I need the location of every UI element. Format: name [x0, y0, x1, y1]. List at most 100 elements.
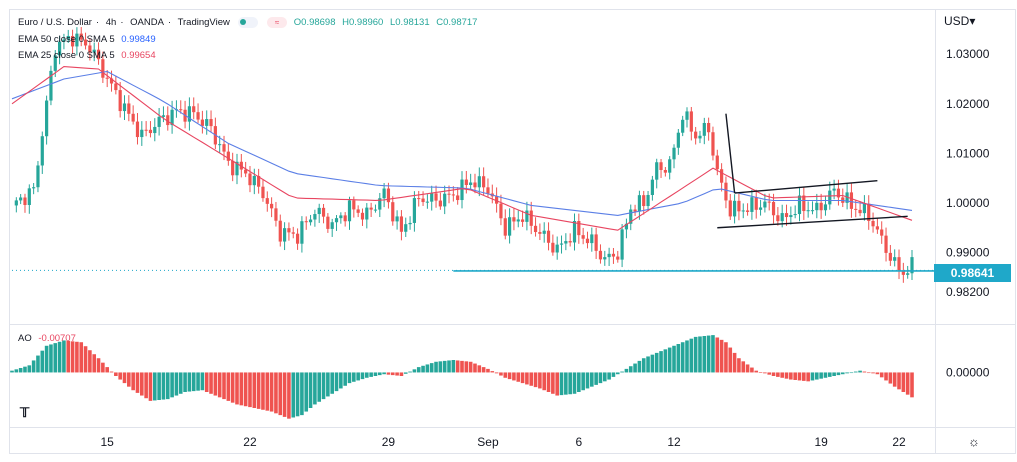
- ao-bar: [53, 343, 58, 373]
- ao-bar: [602, 372, 607, 382]
- compare-icon[interactable]: ≈: [267, 17, 288, 28]
- candle-body: [356, 209, 360, 213]
- candle-body: [806, 210, 810, 212]
- ao-tick-label: 0.00000: [946, 365, 990, 379]
- ao-bar: [252, 372, 257, 408]
- ao-bar: [213, 372, 218, 396]
- ao-bar: [884, 372, 888, 381]
- ao-bar: [529, 372, 534, 386]
- ema25-legend[interactable]: EMA 25 close 0 SMA 5 0.99654: [18, 50, 160, 61]
- ao-bar: [217, 372, 222, 398]
- ao-bar: [152, 372, 157, 401]
- candle-body: [36, 165, 40, 188]
- candle-body: [365, 207, 369, 220]
- interval-label[interactable]: 4h: [105, 17, 117, 29]
- candle-body: [252, 176, 256, 186]
- ao-bar: [628, 366, 633, 373]
- candle-body: [555, 244, 559, 253]
- ao-bar: [49, 344, 53, 373]
- ao-bar: [836, 372, 841, 376]
- candle-body: [607, 253, 611, 258]
- candle-body: [624, 223, 629, 230]
- ao-bar: [377, 372, 382, 376]
- symbol-name[interactable]: Euro / U.S. Dollar: [18, 17, 92, 29]
- candle-body: [577, 220, 581, 236]
- ao-bar: [321, 372, 326, 400]
- candle-body: [724, 182, 728, 201]
- candle-body: [707, 122, 711, 133]
- ao-label: AO: [18, 333, 32, 344]
- ao-bar: [771, 372, 776, 376]
- trend-line[interactable]: [734, 179, 878, 194]
- ao-bar: [507, 372, 512, 380]
- candle-body: [443, 193, 447, 207]
- ao-bar: [390, 372, 395, 376]
- ao-bar: [10, 370, 14, 373]
- ao-bar: [468, 361, 473, 373]
- ao-bar: [464, 361, 469, 373]
- tradingview-logo-icon[interactable]: 𝕋: [20, 405, 30, 420]
- ema50-legend[interactable]: EMA 50 close 0 SMA 5 0.99849: [18, 34, 160, 45]
- candle-body: [291, 232, 295, 234]
- time-axis-ticks: 15 22 29 Sep 6 12 19 22: [101, 435, 907, 449]
- ao-histogram: [10, 335, 914, 419]
- candle-body: [538, 232, 542, 234]
- candle-body: [300, 221, 304, 244]
- ao-bar: [308, 372, 313, 408]
- candle-body: [655, 162, 659, 180]
- candle-body: [854, 208, 858, 210]
- time-tick-label: 22: [243, 435, 257, 449]
- ao-bar: [57, 341, 62, 373]
- ao-bar: [88, 350, 92, 373]
- price-tick-label: 1.02000: [946, 97, 990, 111]
- ao-bar: [222, 372, 226, 400]
- ao-bar: [624, 368, 629, 373]
- candle-body: [19, 197, 23, 201]
- candle-body: [360, 212, 365, 220]
- candle-body: [603, 257, 607, 260]
- currency-selector[interactable]: USD▾: [944, 14, 976, 28]
- ao-bar: [525, 372, 529, 385]
- ao-bar: [434, 361, 438, 373]
- candle-body: [304, 221, 308, 223]
- candle-body: [698, 135, 702, 139]
- platform-label: TradingView: [177, 17, 230, 29]
- candle-body: [715, 155, 719, 170]
- candle-body: [741, 210, 745, 212]
- ao-bar: [70, 341, 75, 373]
- candle-body: [295, 233, 300, 244]
- trendline-annotations[interactable]: [12, 113, 934, 272]
- ao-bar: [408, 371, 412, 373]
- ao-bar: [447, 360, 451, 373]
- time-tick-label: 6: [575, 435, 582, 449]
- ao-bar: [412, 369, 417, 373]
- market-status-icon[interactable]: [238, 17, 259, 28]
- candle-body: [83, 39, 88, 46]
- ao-bar: [832, 372, 836, 376]
- ao-bar: [79, 342, 84, 373]
- ao-bar: [719, 339, 724, 373]
- ao-bar: [334, 372, 339, 392]
- trend-line[interactable]: [717, 215, 908, 229]
- ao-bar: [555, 372, 559, 396]
- ao-bar: [802, 372, 806, 381]
- ao-bar: [641, 358, 646, 373]
- candle-body: [906, 273, 910, 275]
- ao-bar: [680, 342, 685, 373]
- candle-body: [525, 210, 529, 222]
- ao-bar: [174, 372, 179, 396]
- ao-bar: [40, 350, 45, 373]
- ao-legend[interactable]: AO -0.00707: [18, 333, 80, 344]
- candle-body: [789, 215, 793, 218]
- candle-body: [507, 217, 512, 236]
- ao-bar: [31, 360, 36, 373]
- candle-body: [685, 111, 689, 120]
- candle-body: [469, 182, 473, 186]
- gear-icon[interactable]: ☼: [968, 434, 980, 449]
- price-tick-label: 1.03000: [946, 47, 990, 61]
- ao-bar: [871, 372, 875, 374]
- ohlc-high: H0.98960: [342, 17, 384, 29]
- trend-line[interactable]: [725, 113, 736, 194]
- ao-bar: [360, 372, 365, 380]
